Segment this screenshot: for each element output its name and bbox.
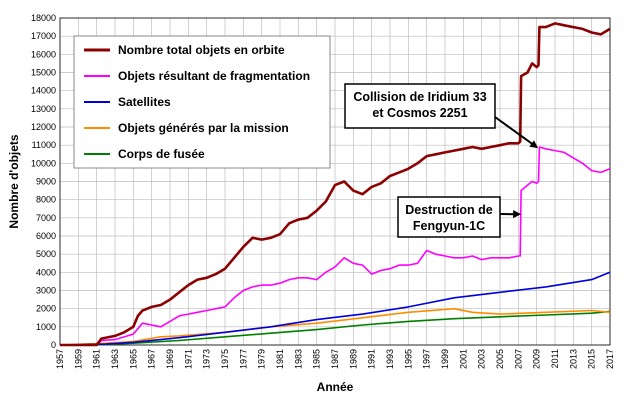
x-tick-label: 2011 [550, 349, 560, 368]
x-tick-label: 2005 [495, 349, 505, 369]
x-tick-label: 2009 [532, 349, 542, 369]
y-tick-label: 2000 [36, 304, 56, 314]
series-line-satellites [59, 271, 611, 346]
y-tick-label: 9000 [36, 177, 56, 187]
x-tick-label: 1989 [348, 349, 358, 369]
legend-label: Corps de fusée [118, 147, 205, 161]
y-axis-title: Nombre d'objets [7, 134, 21, 229]
x-tick-label: 1991 [367, 349, 377, 369]
legend-box [73, 35, 331, 169]
x-tick-label: 1999 [440, 349, 450, 369]
y-tick-label: 0 [51, 340, 56, 350]
x-tick-label: 1981 [275, 349, 285, 369]
series-line-nombre-total-objets-en-orbite [60, 22, 611, 347]
x-tick-label: 2003 [477, 349, 487, 369]
series-line-objets-g-n-r-s-par-la-mission [59, 307, 611, 346]
x-axis-ticks: 1957 1959 1961 1963 1965 1967 1969 1971 1973 1975… [55, 349, 615, 369]
series-line-corps-de-fus-e [59, 310, 611, 346]
y-tick-label: 11000 [32, 140, 56, 150]
y-tick-label: 14000 [31, 86, 56, 96]
legend-label: Objets générés par la mission [118, 121, 289, 135]
legend-label: Satellites [118, 95, 171, 109]
x-tick-label: 1993 [385, 349, 395, 369]
series-line-objets-r-sultant-de-fragmentation [60, 146, 611, 346]
y-tick-label: 16000 [31, 49, 56, 59]
y-tick-label: 10000 [31, 158, 56, 168]
y-tick-label: 17000 [31, 31, 56, 41]
x-tick-label: 2015 [587, 349, 597, 369]
x-tick-label: 1985 [312, 349, 322, 369]
y-tick-label: 13000 [31, 104, 56, 114]
legend: Nombre total objets en orbite Objets résu… [73, 35, 331, 169]
plot-frame [59, 17, 611, 346]
x-tick-label: 1979 [257, 349, 267, 369]
x-tick-label: 1987 [330, 349, 340, 369]
annotation-text: Destruction de [405, 203, 493, 217]
annotation-box [397, 196, 501, 238]
x-tick-label: 1957 [55, 349, 65, 369]
x-tick-label: 1969 [165, 349, 175, 369]
x-tick-label: 1975 [220, 349, 230, 369]
y-tick-label: 7000 [36, 213, 56, 223]
y-tick-label: 1000 [36, 322, 56, 332]
x-tick-label: 1965 [128, 349, 138, 369]
x-tick-label: 1997 [422, 349, 432, 369]
x-tick-label: 1977 [238, 349, 248, 369]
legend-label: Nombre total objets en orbite [118, 43, 285, 57]
y-tick-label: 15000 [31, 68, 56, 78]
annotation-text: Fengyun-1C [413, 219, 485, 233]
x-tick-label: 1967 [147, 349, 157, 369]
x-axis-title: Année [317, 380, 354, 394]
y-tick-label: 8000 [36, 195, 56, 205]
y-tick-label: 6000 [36, 231, 56, 241]
x-tick-label: 1971 [183, 349, 193, 369]
y-tick-label: 3000 [36, 286, 56, 296]
annotation-box [344, 83, 496, 129]
annotation-text: Collision de Iridium 33 [353, 90, 486, 104]
x-tick-label: 1961 [92, 349, 102, 369]
annotation-arrow [494, 116, 539, 149]
x-tick-label: 2007 [513, 349, 523, 369]
x-tick-label: 2013 [568, 349, 578, 369]
y-tick-label: 5000 [36, 249, 56, 259]
legend-label: Objets résultant de fragmentation [118, 69, 310, 83]
x-tick-label: 1983 [293, 349, 303, 369]
x-tick-label: 2017 [605, 349, 615, 369]
x-tick-label: 1995 [403, 349, 413, 369]
x-tick-label: 1973 [202, 349, 212, 369]
series-lines [59, 22, 611, 347]
y-tick-label: 12000 [31, 122, 56, 132]
x-tick-label: 1963 [110, 349, 120, 369]
x-tick-label: 1959 [73, 349, 83, 369]
x-tick-label: 2001 [458, 349, 468, 369]
y-tick-label: 4000 [36, 267, 56, 277]
y-axis-ticks: 0 1000 2000 3000 4000 5000 6000 7000 8000 9000 100… [31, 13, 56, 350]
annotation-text: et Cosmos 2251 [372, 106, 467, 120]
annotations: Collision de Iridium 33 et Cosmos 2251 Des… [344, 83, 539, 238]
y-tick-label: 18000 [31, 13, 56, 23]
